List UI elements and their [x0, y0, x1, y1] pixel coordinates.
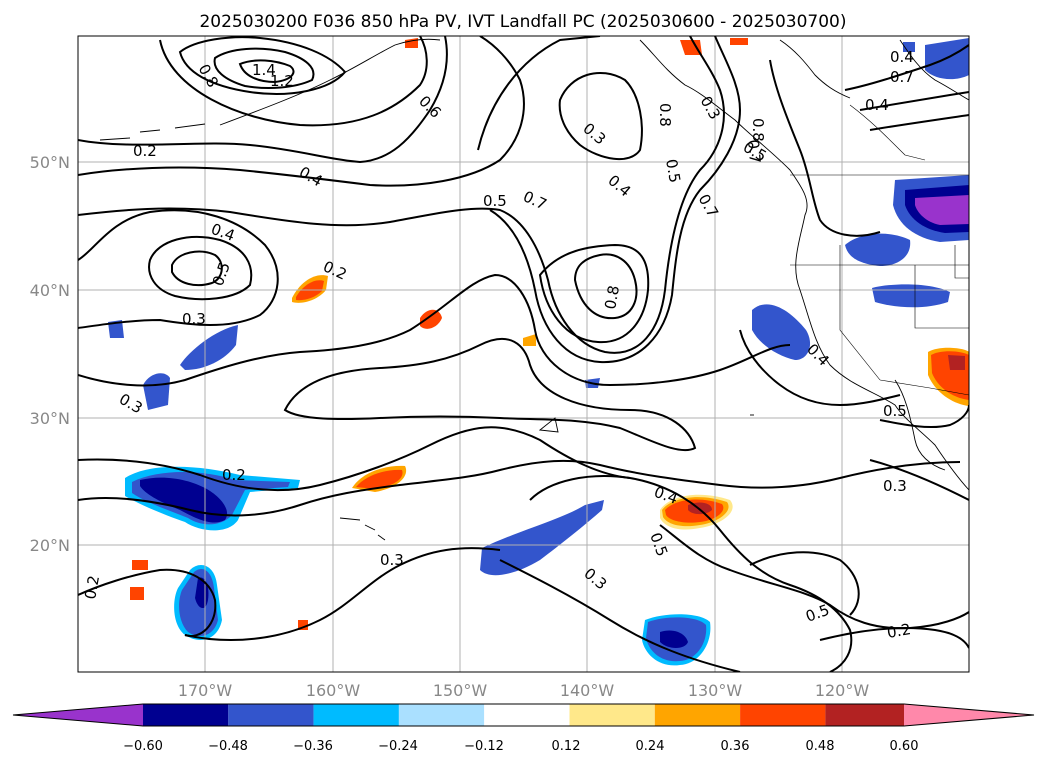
contour-label: 0.5: [883, 402, 907, 420]
contour-label: 0.2: [222, 466, 246, 484]
contour-label: 0.3: [883, 477, 907, 495]
colorbar-segment: [228, 704, 314, 726]
contour-label: 0.7: [744, 139, 764, 164]
contour-label: 0.5: [483, 192, 507, 210]
latitude-labels: 50°N 40°N 30°N 20°N: [30, 153, 70, 555]
lat-label: 50°N: [30, 153, 70, 172]
colorbar-segment: [398, 704, 485, 726]
negative-anomaly-region: [108, 320, 124, 338]
colorbar-tick-label: −0.12: [464, 739, 504, 754]
contour-label: 0.8: [656, 103, 674, 127]
colorbar-segment: [740, 704, 826, 726]
map-frame: [77, 35, 970, 673]
colorbar-right-extension: [904, 704, 1034, 726]
contour-label: 0.4: [890, 48, 914, 66]
contour-label: 0.3: [182, 310, 206, 328]
colorbar-outline: [12, 703, 1035, 727]
colorbar-left-extension: [13, 704, 143, 726]
colorbar-tick-label: −0.48: [208, 739, 248, 754]
positive-anomaly-region: [523, 334, 536, 346]
contour-label: 0.8: [601, 284, 623, 311]
lon-label: 170°W: [178, 681, 233, 700]
contour-label: 0.2: [133, 142, 157, 160]
contour-label: 1.4: [252, 61, 276, 79]
lon-label: 120°W: [815, 681, 870, 700]
longitude-labels: 170°W 160°W 150°W 140°W 130°W 120°W: [178, 681, 870, 700]
contour-label: 0.3: [380, 551, 404, 569]
map-panel: 1.4 1.2 0.8 0.6 0.2 0.4 0.5 0.7 0.3 0.8 …: [77, 35, 970, 673]
lat-label: 20°N: [30, 536, 70, 555]
colorbar-tick-labels: −0.60 −0.48 −0.36 −0.24 −0.12 0.12 0.24 …: [123, 739, 918, 754]
strong-positive-anomaly-region: [948, 355, 965, 370]
map-title: 2025030200 F036 850 hPa PV, IVT Landfall…: [199, 12, 846, 32]
strong-negative-anomaly-region: [660, 630, 688, 648]
colorbar-tick-label: −0.60: [123, 739, 163, 754]
contour-label: 0.8: [749, 118, 767, 142]
lon-label: 160°W: [306, 681, 361, 700]
pv-contours: [78, 36, 969, 672]
negative-anomaly-region: [180, 325, 238, 370]
colorbar-segment: [569, 704, 655, 726]
strongest-negative-anomaly-region: [915, 195, 969, 225]
colorbar-segment: [143, 704, 229, 726]
colorbar: −0.60 −0.48 −0.36 −0.24 −0.12 0.12 0.24 …: [12, 703, 1035, 754]
negative-anomaly-region: [752, 304, 811, 360]
positive-anomaly-region: [680, 40, 702, 55]
lon-label: 150°W: [433, 681, 488, 700]
political-borders: [790, 104, 969, 396]
contour-label: 0.2: [886, 620, 913, 642]
contour-label: 0.2: [81, 574, 103, 601]
negative-anomaly-region: [480, 500, 604, 576]
lon-label: 140°W: [560, 681, 615, 700]
lat-label: 30°N: [30, 409, 70, 428]
positive-anomaly-region: [730, 38, 748, 45]
colorbar-segment: [825, 704, 904, 726]
colorbar-tick-label: 0.12: [552, 739, 581, 754]
positive-anomaly-region: [420, 309, 442, 329]
colorbar-tick-label: 0.48: [806, 739, 835, 754]
colorbar-segment: [313, 704, 399, 726]
colorbar-segment: [484, 704, 570, 726]
colorbar-tick-label: −0.36: [293, 739, 333, 754]
contour-label: 0.5: [662, 158, 684, 185]
positive-anomaly-region: [130, 587, 144, 600]
colorbar-tick-label: 0.60: [890, 739, 919, 754]
positive-anomaly-region: [356, 469, 403, 489]
colorbar-tick-label: 0.36: [721, 739, 750, 754]
lat-label: 40°N: [30, 281, 70, 300]
coastlines: [99, 38, 969, 541]
contour-label: 0.7: [890, 68, 914, 86]
positive-anomaly-region: [132, 560, 148, 570]
negative-anomaly-region: [143, 373, 170, 410]
colorbar-tick-label: −0.24: [378, 739, 418, 754]
colorbar-tick-label: 0.24: [636, 739, 665, 754]
colorbar-segment: [654, 704, 741, 726]
contour-label: 0.4: [865, 96, 889, 114]
contour-label: 1.2: [270, 72, 294, 90]
lon-label: 130°W: [688, 681, 743, 700]
negative-anomaly-region: [845, 233, 911, 266]
